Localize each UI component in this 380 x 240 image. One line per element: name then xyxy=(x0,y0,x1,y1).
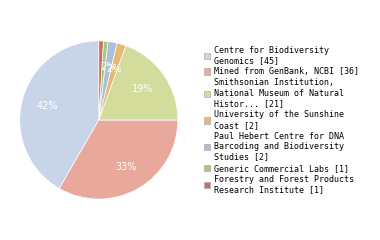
Text: 2%: 2% xyxy=(100,62,116,72)
Wedge shape xyxy=(99,41,108,120)
Text: 2%: 2% xyxy=(106,64,122,73)
Text: 42%: 42% xyxy=(36,101,58,111)
Wedge shape xyxy=(99,42,117,120)
Wedge shape xyxy=(99,46,178,120)
Text: 19%: 19% xyxy=(132,84,154,94)
Wedge shape xyxy=(99,41,103,120)
Legend: Centre for Biodiversity
Genomics [45], Mined from GenBank, NCBI [36], Smithsonia: Centre for Biodiversity Genomics [45], M… xyxy=(204,46,359,194)
Wedge shape xyxy=(20,41,99,188)
Text: 33%: 33% xyxy=(115,162,136,172)
Wedge shape xyxy=(59,120,178,199)
Wedge shape xyxy=(99,43,126,120)
